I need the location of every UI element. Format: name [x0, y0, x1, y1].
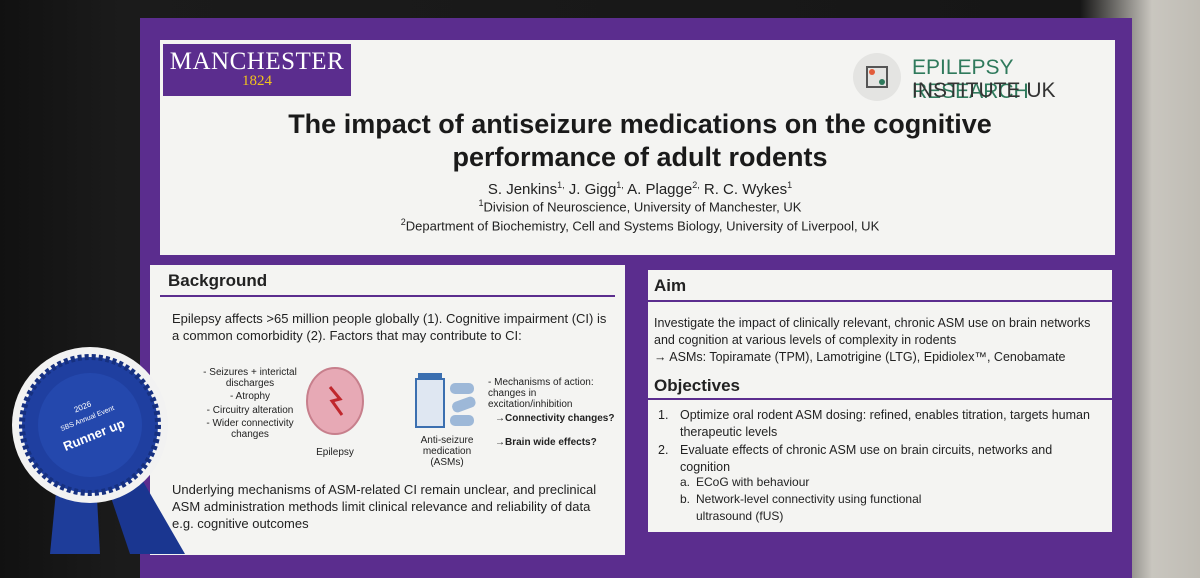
award-ribbon: 2026 SBS Annual Event Runner up	[12, 347, 185, 554]
brain-label: Epilepsy	[316, 447, 354, 458]
title-line: performance of adult rodents	[452, 142, 828, 172]
author: S. Jenkins	[487, 181, 558, 198]
aim-panel: Aim Investigate the impact of clinically…	[648, 270, 1112, 532]
background-intro: Epilepsy affects >65 million people glob…	[172, 311, 607, 343]
author-sup: 1	[787, 180, 793, 190]
factor: - Wider connectivity changes	[206, 418, 294, 440]
affiliation: 2Department of Biochemistry, Cell and Sy…	[180, 217, 1100, 233]
author-sup: 1,	[616, 180, 624, 190]
affiliation-text: Division of Neuroscience, University of …	[483, 199, 802, 215]
author: A. Plagge	[627, 181, 693, 198]
figure-graphics	[306, 367, 476, 435]
mechanisms: - Mechanisms of action: changes in excit…	[488, 377, 594, 410]
heading-rule	[160, 295, 615, 297]
author-sup: 1,	[557, 180, 565, 190]
author-sup: 2,	[692, 180, 700, 190]
objective-text: Optimize oral rodent ASM dosing: refined…	[680, 408, 1090, 439]
background-panel: Background Epilepsy affects >65 million …	[150, 265, 625, 555]
institute-logo: EPILEPSY RESEARCH INSTITUTE UK	[850, 52, 1115, 103]
question: →Brain wide effects?	[495, 437, 597, 448]
affiliation-text: Department of Biochemistry, Cell and Sys…	[405, 218, 880, 234]
subitem-text: Network-level connectivity using functio…	[696, 492, 922, 523]
factor: - Seizures + interictal discharges	[203, 367, 297, 389]
affiliation-sup: 2	[400, 217, 406, 228]
title-line: The impact of antiseizure medications on…	[288, 109, 992, 139]
aim-asms: → ASMs: Topiramate (TPM), Lamotrigine (L…	[654, 350, 1066, 364]
background-conclusion: Underlying mechanisms of ASM-related CI …	[172, 482, 597, 531]
university-year: 1824	[242, 73, 272, 89]
university-logo: MANCHESTER 1824	[163, 44, 351, 96]
subitem-letter: b.	[680, 492, 691, 506]
background-heading: Background	[168, 271, 268, 290]
subitem-letter: a.	[680, 475, 691, 489]
author: R. C. Wykes	[703, 181, 788, 198]
aim-text: Investigate the impact of clinically rel…	[654, 316, 1091, 347]
title: The impact of antiseizure medications on…	[180, 108, 1100, 174]
objective-number: 2.	[658, 443, 669, 457]
affiliation: 1Division of Neuroscience, University of…	[180, 198, 1100, 214]
drug-label: Anti-seizure medication (ASMs)	[420, 435, 474, 468]
author: J. Gigg	[568, 181, 617, 198]
heading-rule	[648, 398, 1112, 400]
objectives-heading: Objectives	[654, 376, 740, 395]
authors: S. Jenkins1, J. Gigg1, A. Plagge2, R. C.…	[180, 180, 1100, 198]
authors-block: S. Jenkins1, J. Gigg1, A. Plagge2, R. C.…	[180, 180, 1100, 234]
factor: - Circuitry alteration	[206, 405, 294, 416]
objective-number: 1.	[658, 408, 669, 422]
institute-icon	[853, 53, 901, 101]
question: →Connectivity changes?	[495, 413, 615, 424]
factor: - Atrophy	[229, 391, 271, 402]
aim-heading: Aim	[654, 276, 687, 295]
institute-line-1: EPILEPSY RESEARCH	[912, 56, 1029, 103]
subitem-text: ECoG with behaviour	[696, 475, 810, 489]
institute-line-2: INSTITUTE UK	[912, 79, 1056, 102]
university-name: MANCHESTER	[169, 48, 345, 75]
affiliation-sup: 1	[478, 198, 484, 208]
objective-text: Evaluate effects of chronic ASM use on b…	[680, 443, 1053, 474]
heading-rule	[648, 300, 1112, 302]
